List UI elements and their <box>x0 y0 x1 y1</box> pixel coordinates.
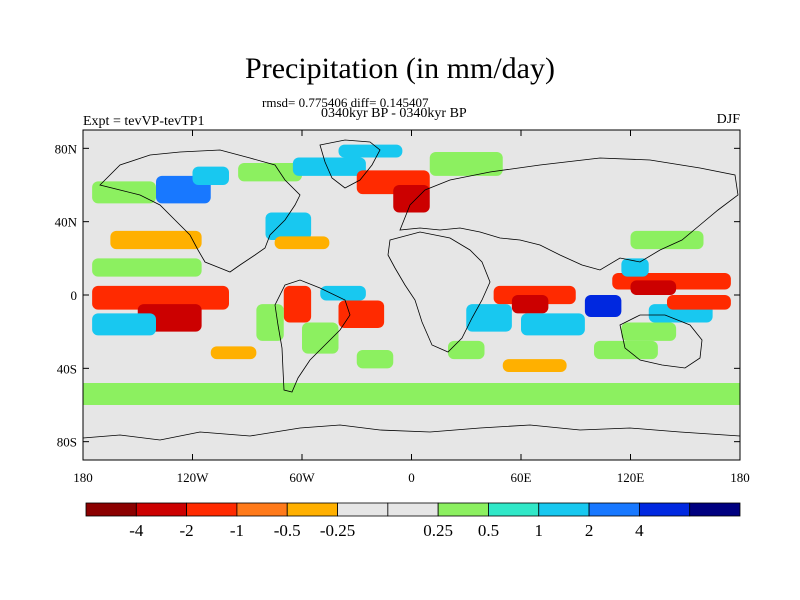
colorbar-label: -0.25 <box>320 521 355 540</box>
colorbar-swatch <box>538 502 590 517</box>
experiment-label: Expt = tevVP-tevTP1 <box>83 114 205 129</box>
anomaly-cell <box>238 163 302 182</box>
colorbar-swatch <box>387 502 439 517</box>
colorbar-label: 4 <box>635 521 644 540</box>
lon-tick-label: 120E <box>617 470 645 485</box>
colorbar-label: -2 <box>180 521 194 540</box>
colorbar-label: 0.5 <box>478 521 499 540</box>
season-label: DJF <box>716 112 740 127</box>
anomaly-cell <box>192 166 229 185</box>
anomaly-cell <box>338 300 385 328</box>
anomaly-cell <box>92 181 156 204</box>
anomaly-cell <box>256 304 284 341</box>
lon-tick-label: 120W <box>177 470 210 485</box>
colorbar-swatch <box>186 502 238 517</box>
chart-title: Precipitation (in mm/day) <box>245 52 555 85</box>
colorbar-label: -0.5 <box>274 521 301 540</box>
stats-line: rmsd= 0.775406 diff= 0.145407 <box>262 95 429 110</box>
anomaly-cell <box>292 157 366 176</box>
coastlines <box>82 139 741 441</box>
coastline-south-america <box>274 279 351 393</box>
lat-tick-label: 80N <box>55 141 78 156</box>
coastline-africa <box>387 231 491 353</box>
coastline-eurasia <box>399 157 739 271</box>
lon-tick-label: 180 <box>730 470 750 485</box>
colorbar-label: 0.25 <box>423 521 453 540</box>
colorbar-label: 1 <box>535 521 544 540</box>
colorbar-swatch <box>437 502 489 517</box>
anomaly-cells <box>83 144 740 405</box>
anomaly-cell <box>356 350 394 369</box>
period-line: 0340kyr BP - 0340kyr BP <box>321 106 467 121</box>
anomaly-cell <box>429 152 503 176</box>
anomaly-cell <box>265 212 312 240</box>
lat-tick-label: 40N <box>55 215 78 230</box>
colorbar-swatch <box>488 502 540 517</box>
lon-tick-label: 60E <box>511 470 532 485</box>
anomaly-cell <box>92 258 202 277</box>
colorbar-label: 2 <box>585 521 594 540</box>
anomaly-cell <box>630 280 677 295</box>
anomaly-cell <box>338 144 403 158</box>
colorbar-label: -4 <box>129 521 144 540</box>
anomaly-cell <box>274 236 330 250</box>
lon-tick-label: 0 <box>408 470 415 485</box>
anomaly-cell <box>302 322 339 354</box>
anomaly-cell <box>502 359 567 372</box>
anomaly-cell <box>630 230 704 250</box>
anomaly-cell <box>393 185 430 213</box>
anomaly-cell <box>448 340 485 360</box>
coastline-north-america <box>99 149 301 273</box>
anomaly-cell <box>110 230 202 250</box>
anomaly-cell <box>210 346 257 360</box>
colorbar-swatch <box>286 502 338 517</box>
colorbar-swatch <box>588 502 640 517</box>
lat-tick-label: 80S <box>57 435 77 450</box>
colorbar: -4 -2 -1 -0.5 -0.25 0.25 0.5 1 2 4 <box>85 502 741 540</box>
lon-tick-label: 180 <box>73 470 93 485</box>
lat-tick-label: 40S <box>57 361 77 376</box>
coastline-greenland <box>319 139 381 189</box>
coastline-australia <box>619 314 703 369</box>
coastline-antarctica <box>82 424 741 441</box>
anomaly-cell <box>584 295 622 317</box>
colorbar-swatch <box>638 502 691 517</box>
colorbar-swatch <box>337 502 389 517</box>
colorbar-swatch <box>135 502 188 517</box>
anomaly-cell <box>594 340 658 360</box>
anomaly-cell <box>621 322 677 341</box>
latitude-axis: 80N 40N 0 40S 80S <box>55 141 740 450</box>
anomaly-cell <box>92 313 156 336</box>
colorbar-label: -1 <box>230 521 244 540</box>
anomaly-cell <box>92 285 229 310</box>
anomaly-cell <box>621 258 649 277</box>
colorbar-swatch <box>689 502 741 517</box>
zonal-band <box>83 383 740 405</box>
longitude-axis: 180 120W 60W 0 60E 120E 180 <box>73 130 750 485</box>
anomaly-cell <box>511 295 549 314</box>
anomaly-cell <box>667 295 731 310</box>
colorbar-swatch <box>236 502 288 517</box>
anomaly-cell <box>521 313 585 336</box>
anomaly-cell <box>320 285 366 301</box>
anomaly-cell <box>466 304 512 332</box>
lon-tick-label: 60W <box>289 470 315 485</box>
lat-tick-label: 0 <box>71 288 78 303</box>
anomaly-cell <box>283 285 312 323</box>
colorbar-swatch <box>85 502 137 517</box>
